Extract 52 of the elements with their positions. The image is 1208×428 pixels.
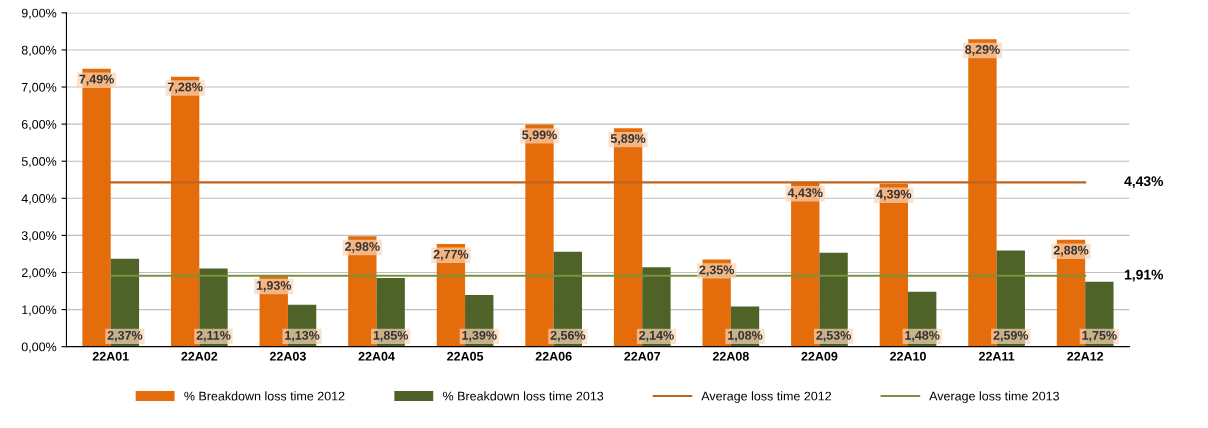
x-tick-label: 22A07 — [624, 351, 661, 361]
data-label: 2,88% — [1053, 245, 1089, 257]
y-tick-label: 2,00% — [21, 268, 57, 279]
data-label: 2,35% — [699, 265, 735, 277]
data-label: 1,39% — [462, 330, 497, 342]
data-label: 2,53% — [816, 330, 851, 342]
y-tick-label: 5,00% — [21, 157, 57, 168]
data-label: 2,59% — [993, 330, 1029, 342]
y-tick-label: 7,00% — [21, 82, 57, 94]
legend-label: Average loss time 2013 — [929, 391, 1059, 403]
data-label: 5,89% — [610, 134, 646, 145]
data-label: 8,29% — [965, 45, 1000, 56]
y-tick-label: 6,00% — [21, 119, 57, 131]
data-label: 1,85% — [373, 330, 409, 342]
legend-label: Average loss time 2012 — [701, 391, 832, 403]
x-tick-label: 22A04 — [358, 351, 395, 361]
data-label: 1,13% — [285, 330, 320, 342]
data-label: 2,37% — [107, 330, 143, 342]
y-tick-label: 0,00% — [21, 342, 57, 353]
y-tick-label: 3,00% — [21, 231, 57, 242]
y-tick-label: 4,00% — [21, 194, 57, 205]
x-tick-label: 22A02 — [181, 351, 218, 361]
data-label: 2,14% — [639, 330, 674, 342]
data-label: 2,98% — [345, 242, 380, 253]
x-tick-label: 22A11 — [978, 351, 1015, 361]
data-label: 2,77% — [433, 249, 469, 261]
data-label: 1,48% — [905, 330, 940, 342]
x-tick-label: 22A10 — [890, 351, 926, 361]
data-label: 1,93% — [256, 280, 292, 292]
x-tick-label: 22A03 — [269, 351, 306, 361]
data-label: 1,75% — [1082, 330, 1117, 342]
legend-label: % Breakdown loss time 2013 — [443, 391, 604, 401]
x-tick-label: 22A01 — [92, 351, 129, 361]
y-tick-label: 9,00% — [21, 8, 57, 19]
y-tick-label: 1,00% — [22, 305, 57, 316]
data-label: 5,99% — [522, 130, 557, 142]
x-tick-label: 22A09 — [801, 351, 838, 361]
annotation: 1,91% — [1124, 269, 1164, 282]
y-tick-label: 8,00% — [21, 45, 57, 57]
legend-label: % Breakdown loss time 2012 — [184, 391, 345, 401]
annotation: 4,43% — [1124, 176, 1164, 189]
data-label: 7,49% — [79, 74, 114, 86]
data-label: 1,08% — [728, 330, 763, 342]
x-tick-label: 22A06 — [535, 351, 572, 361]
x-tick-label: 22A12 — [1067, 351, 1104, 361]
data-label: 4,39% — [876, 189, 912, 201]
x-tick-label: 22A08 — [712, 351, 749, 361]
x-tick-label: 22A05 — [447, 351, 484, 361]
data-label: 4,43% — [787, 188, 823, 199]
data-label: 2,11% — [196, 330, 231, 342]
data-label: 7,28% — [167, 82, 203, 94]
data-label: 2,56% — [550, 330, 586, 342]
